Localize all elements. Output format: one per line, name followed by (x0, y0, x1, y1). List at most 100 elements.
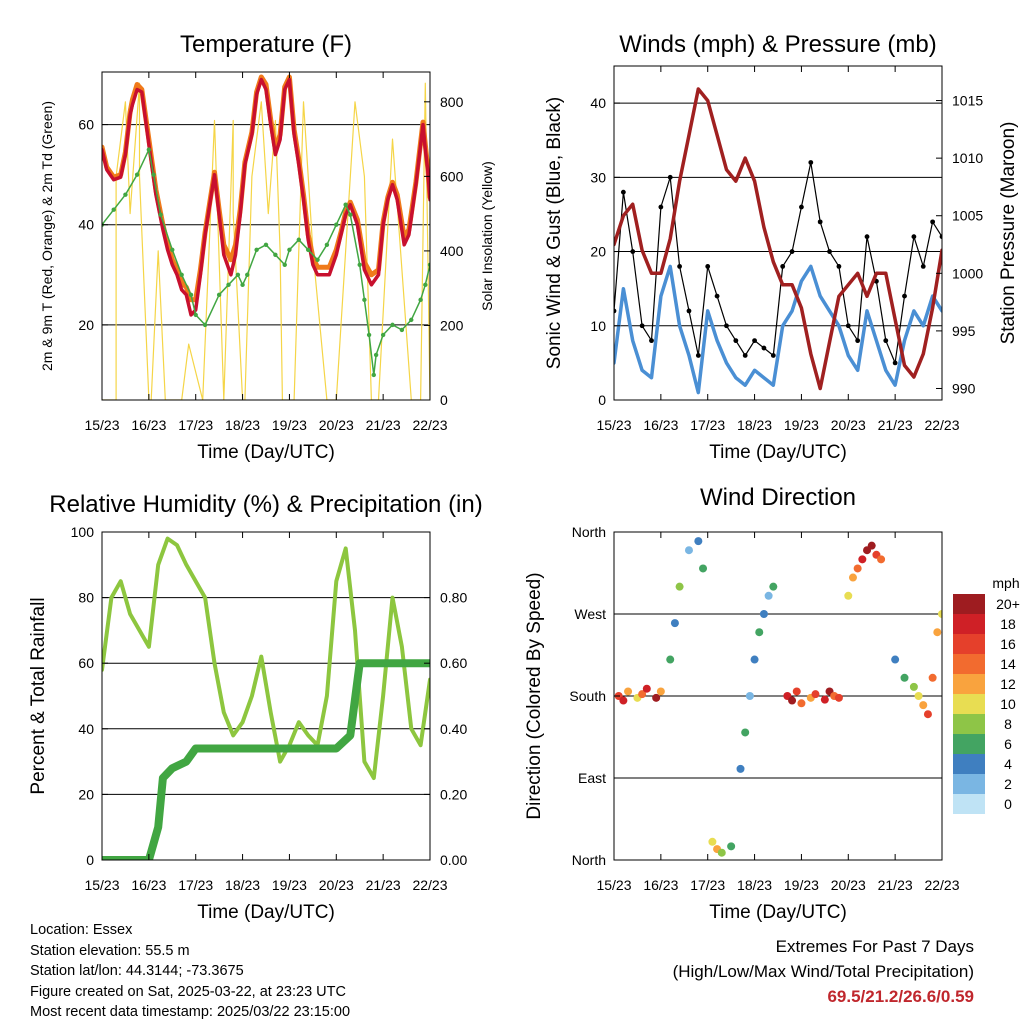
legend-swatch (953, 694, 985, 714)
plot-area (102, 74, 430, 400)
dewpoint-point (170, 247, 175, 252)
y-axis-label: Percent & Total Rainfall (28, 597, 49, 794)
y-tick-label: 10 (590, 318, 606, 334)
station-location: Location: Essex (30, 922, 133, 938)
legend-swatch (953, 734, 985, 754)
direction-point (642, 684, 651, 693)
x-axis-label: Time (Day/UTC) (197, 442, 335, 463)
y-tick-label: 100 (71, 524, 95, 540)
series-2m-temperature (102, 77, 430, 317)
dewpoint-point (357, 262, 362, 267)
y-tick-label: 40 (78, 217, 94, 233)
direction-point (834, 693, 843, 702)
x-tick-label: 21/23 (878, 417, 913, 433)
direction-point (736, 764, 745, 773)
dewpoint-point (245, 272, 250, 278)
y2-tick-label: 0.00 (440, 852, 467, 868)
direction-point (624, 687, 633, 696)
dewpoint-point (380, 332, 386, 338)
legend-label: 4 (1004, 756, 1012, 772)
direction-point (938, 610, 942, 618)
series-solar-insolation (102, 82, 430, 400)
y-tick-label: North (572, 852, 606, 868)
y2-tick-label: 0 (440, 392, 448, 408)
dewpoint-point (158, 212, 163, 217)
dewpoint-point (273, 252, 278, 257)
dewpoint-point (366, 332, 372, 338)
legend-swatch (953, 594, 985, 614)
dewpoint-point (151, 172, 156, 177)
dewpoint-point (134, 172, 140, 177)
dewpoint-point (399, 327, 405, 333)
legend-swatch (953, 774, 985, 794)
dewpoint-point (418, 297, 423, 303)
x-tick-label: 18/23 (737, 417, 772, 433)
panel-1: Temperature (F) 15/23 16/23 17/23 18/23 19/23… (39, 31, 495, 463)
dewpoint-point (373, 352, 379, 358)
y-axis-label: Sonic Wind & Gust (Blue, Black) (544, 97, 565, 369)
x-tick-label: 19/23 (272, 877, 307, 893)
x-tick-label: 20/23 (319, 877, 354, 893)
figure-created: Figure created on Sat, 2025-03-22, at 23… (30, 983, 346, 1000)
series-sonic-wind (614, 264, 942, 395)
direction-point (792, 687, 801, 696)
y2-tick-label: 990 (952, 380, 976, 396)
plot-frame (101, 531, 431, 861)
dewpoint-point (216, 292, 222, 298)
y-tick-label: South (569, 688, 606, 704)
direction-point (638, 690, 647, 699)
direction-point (900, 673, 909, 682)
x-tick-label: 17/23 (178, 877, 213, 893)
y2-axis-label: Station Pressure (Maroon) (998, 122, 1019, 345)
direction-point (788, 696, 797, 705)
legend-label: 8 (1004, 716, 1012, 732)
x-tick-label: 20/23 (319, 417, 354, 433)
dewpoint-point (343, 202, 348, 207)
direction-point (923, 710, 932, 719)
x-axis-label: Time (Day/UTC) (197, 902, 335, 923)
extremes-values: 69.5/21.2/26.6/0.59 (827, 987, 974, 1006)
y-axis-label: Direction (Colored By Speed) (524, 572, 545, 819)
dewpoint-point (296, 237, 301, 242)
x-tick-label: 21/23 (878, 877, 913, 893)
y2-tick-label: 600 (440, 168, 464, 184)
plot-frame (101, 71, 431, 401)
x-tick-label: 16/23 (643, 417, 678, 433)
x-tick-label: 18/23 (737, 877, 772, 893)
legend-label: 12 (1000, 676, 1016, 692)
direction-point (914, 692, 923, 700)
station-elevation: Station elevation: 55.5 m (30, 942, 190, 959)
direction-point (764, 591, 773, 600)
speed-legend: mph 20+ 18 16 14 12 10 8 6 4 2 0 (953, 575, 1020, 814)
y2-tick-label: 1005 (952, 208, 983, 224)
x-tick-label: 16/23 (131, 417, 166, 433)
y2-tick-label: 0.60 (440, 655, 467, 671)
dewpoint-point (240, 282, 245, 288)
y-tick-label: 40 (590, 95, 606, 111)
y-axis-label: 2m & 9m T (Red, Orange) & 2m Td (Green) (39, 101, 55, 371)
x-tick-label: 19/23 (784, 417, 819, 433)
y-tick-label: 20 (78, 786, 94, 802)
direction-point (656, 687, 665, 696)
direction-point (853, 564, 862, 573)
y-tick-label: North (572, 524, 606, 540)
y2-tick-label: 1015 (952, 93, 983, 109)
x-tick-label: 16/23 (643, 877, 678, 893)
dewpoint-point (423, 282, 428, 288)
legend-label: 0 (1004, 796, 1012, 812)
legend-swatch (953, 754, 985, 774)
station-latlon: Station lat/lon: 44.3144; -73.3675 (30, 963, 244, 979)
panel-3: Relative Humidity (%) & Precipitation (i… (28, 491, 483, 923)
direction-point (666, 655, 675, 664)
x-tick-label: 15/23 (84, 417, 119, 433)
dewpoint-point (305, 247, 311, 252)
extremes-title: Extremes For Past 7 Days (775, 937, 974, 956)
dewpoint-point (427, 262, 430, 267)
y-tick-label: 20 (590, 244, 606, 260)
direction-point (741, 728, 750, 737)
dewpoint-point (390, 322, 395, 328)
x-tick-label: 17/23 (178, 417, 213, 433)
dewpoint-point (146, 147, 152, 152)
y-tick-label: 80 (78, 590, 94, 606)
